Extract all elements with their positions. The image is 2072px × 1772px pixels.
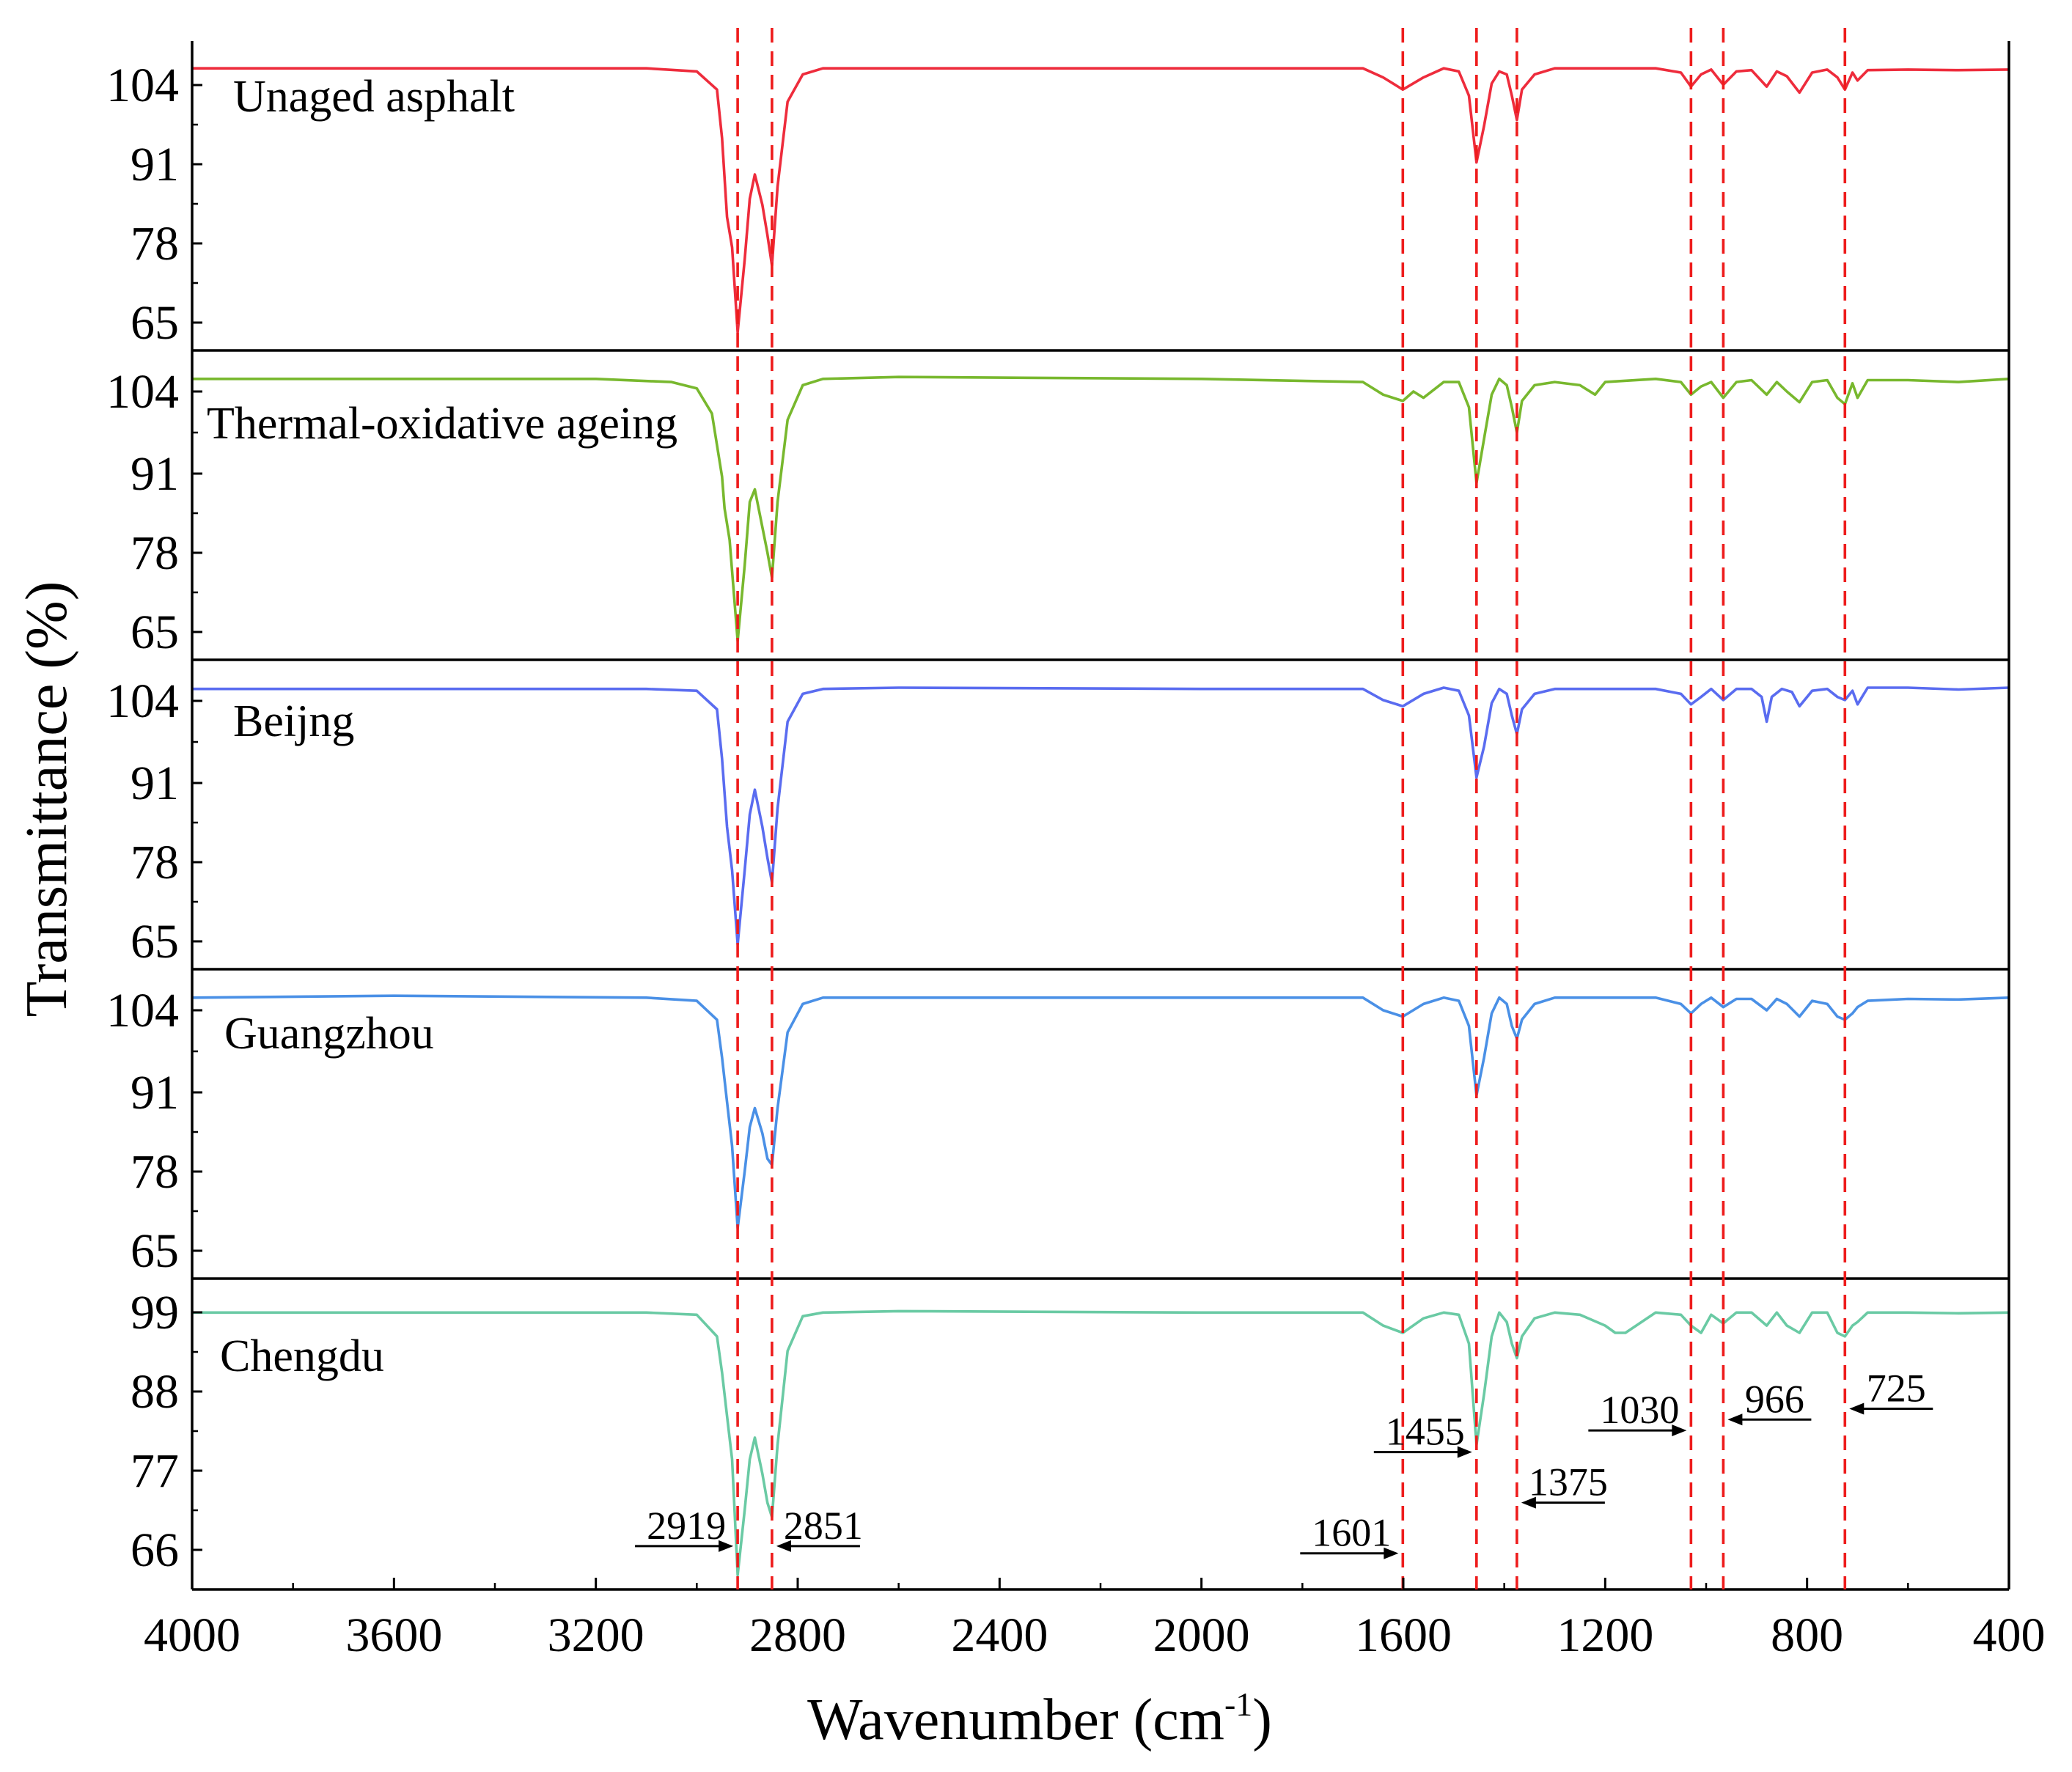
peak-annotation: 725 xyxy=(1849,1366,1933,1415)
peak-annotation: 2919 xyxy=(635,1504,734,1552)
x-tick-label: 2000 xyxy=(1153,1609,1250,1662)
y-tick-label: 91 xyxy=(131,1066,179,1120)
series-line-3 xyxy=(192,686,2010,946)
x-axis-title: Wavenumber (cm-1) xyxy=(807,1685,1272,1752)
peak-annotation: 1601 xyxy=(1300,1511,1399,1559)
peak-arrow-head xyxy=(1521,1496,1536,1509)
x-axis-title-main: Wavenumber (cm xyxy=(807,1688,1224,1752)
x-tick-label: 1200 xyxy=(1557,1609,1653,1662)
peak-annotation: 1455 xyxy=(1373,1410,1472,1458)
x-tick-label: 800 xyxy=(1771,1609,1843,1662)
peak-arrow-head xyxy=(1384,1547,1399,1559)
peak-arrow-head xyxy=(776,1540,791,1552)
panel-5: 99 88 77 66 Chengdu xyxy=(131,1286,2010,1577)
series-label-1: Unaged asphalt xyxy=(233,72,515,122)
series-line-1 xyxy=(192,67,2010,334)
peak-label: 2919 xyxy=(647,1504,726,1548)
y-tick-label: 78 xyxy=(131,526,179,580)
peak-annotations-group: 2919 2851 1601 1455 1375 1030 966 725 xyxy=(635,1366,1933,1559)
series-label-5: Chengdu xyxy=(220,1331,384,1381)
x-tick-label: 400 xyxy=(1973,1609,2046,1662)
x-axis-title-superscript: -1 xyxy=(1224,1685,1252,1723)
x-axis-title-close: ) xyxy=(1252,1688,1272,1752)
peak-label: 725 xyxy=(1867,1366,1926,1410)
y-tick-label: 104 xyxy=(106,984,179,1037)
panel-1: 104 91 78 65 Unaged asphalt xyxy=(106,59,2010,352)
peak-arrow-head xyxy=(1672,1424,1687,1437)
y-tick-label: 104 xyxy=(106,59,179,112)
reference-lines-group xyxy=(736,28,1847,1589)
peak-label: 1601 xyxy=(1312,1511,1391,1555)
peak-annotation: 966 xyxy=(1727,1377,1812,1426)
panel-3: 104 91 78 65 Beijng xyxy=(106,674,2010,971)
peak-annotation: 1030 xyxy=(1588,1388,1687,1437)
series-line-4 xyxy=(191,994,2010,1229)
y-tick-label: 91 xyxy=(131,757,179,810)
panel-4: 104 91 78 65 Guangzhou xyxy=(106,984,2010,1280)
panels-group: 104 91 78 65 Unaged asphalt 104 91 78 65 Thermal-… xyxy=(106,41,2010,1591)
series-label-4: Guangzhou xyxy=(224,1009,434,1059)
y-tick-label: 78 xyxy=(131,217,179,271)
y-tick-label: 65 xyxy=(131,915,179,968)
y-tick-label: 91 xyxy=(131,138,179,191)
panel-2: 104 91 78 65 Thermal-oxidative ageing xyxy=(106,365,2010,661)
y-tick-label: 65 xyxy=(131,606,179,659)
peak-arrow-head xyxy=(1849,1402,1865,1415)
y-tick-label: 65 xyxy=(131,1224,179,1278)
peak-label: 1455 xyxy=(1386,1410,1465,1454)
y-axis-title: Transmittance (%) xyxy=(15,581,79,1018)
x-tick-label: 4000 xyxy=(144,1609,240,1662)
x-tick-label: 2400 xyxy=(951,1609,1048,1662)
y-tick-label: 88 xyxy=(131,1365,179,1419)
peak-label: 966 xyxy=(1745,1377,1804,1421)
x-tick-label: 2800 xyxy=(749,1609,846,1662)
peak-label: 2851 xyxy=(784,1504,863,1548)
y-tick-label: 99 xyxy=(131,1286,179,1339)
peak-annotation: 2851 xyxy=(776,1504,863,1552)
y-tick-label: 78 xyxy=(131,1145,179,1199)
y-tick-label: 65 xyxy=(131,296,179,350)
x-tick-label: 1600 xyxy=(1355,1609,1452,1662)
y-tick-label: 66 xyxy=(131,1523,179,1577)
peak-label: 1030 xyxy=(1600,1388,1679,1432)
x-tick-label: 3600 xyxy=(345,1609,442,1662)
y-tick-label: 77 xyxy=(131,1444,179,1498)
peak-arrow-head xyxy=(1457,1446,1472,1458)
series-label-3: Beijng xyxy=(233,696,354,746)
x-tick-label: 3200 xyxy=(548,1609,644,1662)
peak-annotation: 1375 xyxy=(1521,1460,1608,1509)
series-label-2: Thermal-oxidative ageing xyxy=(207,399,677,449)
series-line-2 xyxy=(192,375,2010,642)
y-tick-label: 78 xyxy=(131,836,179,889)
series-line-5 xyxy=(192,1309,2010,1577)
y-tick-label: 91 xyxy=(131,447,179,501)
peak-arrow-head xyxy=(1727,1413,1743,1426)
y-tick-label: 104 xyxy=(106,365,179,419)
peak-label: 1375 xyxy=(1529,1460,1608,1504)
y-tick-label: 104 xyxy=(106,674,179,728)
peak-arrow-head xyxy=(719,1540,734,1552)
x-axis-group: 4000 3600 3200 2800 2400 2000 1600 1200 800 400 xyxy=(144,1578,2046,1662)
